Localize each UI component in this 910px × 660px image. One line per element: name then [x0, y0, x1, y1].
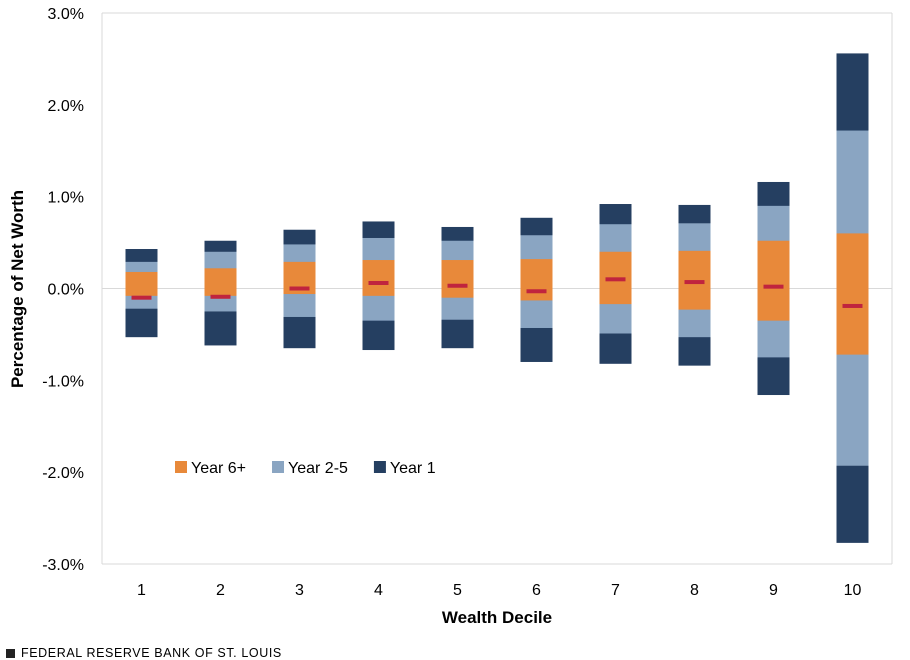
x-tick-label: 6 [532, 582, 541, 599]
y-tick-label: 0.0% [48, 282, 84, 299]
legend-label: Year 1 [390, 460, 436, 477]
y-tick-label: 2.0% [48, 98, 84, 115]
mean-marker-decile-8 [684, 280, 705, 285]
y-tick-label: -1.0% [42, 373, 84, 390]
legend-label: Year 2-5 [288, 460, 348, 477]
legend-swatch [373, 461, 386, 473]
source-footer: FEDERAL RESERVE BANK OF ST. LOUIS [6, 646, 282, 660]
mean-marker-decile-3 [289, 286, 310, 291]
bar-year-6--decile-1 [125, 271, 158, 296]
mean-marker-decile-1 [131, 295, 152, 300]
legend-swatch [272, 461, 285, 473]
y-tick-label: 3.0% [48, 6, 84, 23]
y-axis-title: Percentage of Net Worth [8, 190, 27, 388]
bar-year-6--decile-10 [836, 233, 869, 355]
y-tick-label: 1.0% [48, 190, 84, 207]
mean-marker-decile-7 [605, 277, 626, 282]
mean-marker-decile-6 [526, 289, 547, 294]
footer-square-icon [6, 648, 15, 658]
mean-marker-decile-4 [368, 280, 389, 285]
footer-source-text: FEDERAL RESERVE BANK OF ST. LOUIS [21, 646, 282, 660]
axes-layer: -3.0% -2.0% -1.0% 0.0% 1.0% 2.0% 3.0% 1 2 3 4 5 6 7 8 9… [42, 6, 893, 599]
x-tick-label: 9 [769, 582, 778, 599]
legend: Year 6+ Year 2-5 Year 1 [175, 460, 436, 477]
y-tick-label: -2.0% [42, 465, 84, 482]
bar-year-6--decile-6 [520, 259, 553, 301]
bar-year-6--decile-2 [204, 268, 237, 296]
x-tick-label: 1 [137, 582, 146, 599]
mean-marker-decile-2 [210, 294, 231, 299]
bar-year-6--decile-5 [441, 260, 474, 298]
mean-marker-decile-9 [763, 284, 784, 289]
bars-layer [102, 53, 892, 543]
legend-swatch [175, 461, 187, 473]
x-tick-label: 3 [295, 582, 304, 599]
x-tick-label: 10 [844, 582, 862, 599]
mean-marker-decile-5 [447, 283, 468, 288]
x-tick-label: 2 [216, 582, 225, 599]
bar-year-6--decile-4 [362, 260, 395, 296]
stacked-range-chart: -3.0% -2.0% -1.0% 0.0% 1.0% 2.0% 3.0% 1 2 3 4 5 6 7 8 9… [8, 6, 893, 627]
x-tick-label: 5 [453, 582, 462, 599]
x-tick-label: 7 [611, 582, 620, 599]
mean-marker-decile-10 [842, 303, 863, 308]
markers-layer [131, 277, 863, 308]
x-tick-label: 8 [690, 582, 699, 599]
y-tick-label: -3.0% [42, 557, 84, 574]
x-tick-label: 4 [374, 582, 383, 599]
bar-year-6--decile-9 [757, 240, 790, 321]
x-axis-title: Wealth Decile [442, 608, 552, 627]
legend-label: Year 6+ [191, 460, 246, 477]
